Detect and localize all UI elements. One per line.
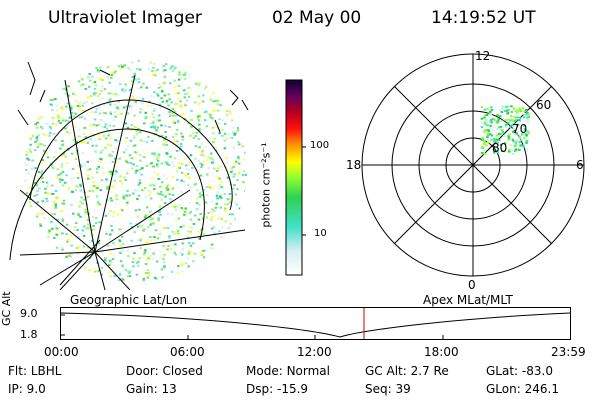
polar-grid — [361, 53, 585, 277]
altitude-curve — [60, 312, 571, 338]
time-tick-0600: 06:00 — [170, 345, 205, 359]
geographic-grid — [9, 74, 246, 290]
instrument-title: Ultraviolet Imager — [48, 8, 202, 28]
polar-label-6: 6 — [576, 158, 584, 172]
lat-label-70: 70 — [512, 122, 527, 136]
time-tick-2359: 23:59 — [551, 345, 586, 359]
status-dsp: Dsp: -15.9 — [246, 382, 309, 396]
status-glat: GLat: -83.0 — [486, 364, 553, 378]
geographic-image — [9, 59, 249, 290]
status-gain: Gain: 13 — [126, 382, 177, 396]
altitude-axis-label: GC Alt — [0, 291, 13, 326]
lat-label-60: 60 — [536, 98, 551, 112]
geographic-label: Geographic Lat/Lon — [70, 293, 188, 307]
status-seq: Seq: 39 — [365, 382, 411, 396]
time-label: 14:19:52 UT — [431, 8, 536, 28]
apex-label: Apex MLat/MLT — [423, 293, 513, 307]
altitude-plot — [60, 307, 571, 340]
colorbar — [285, 79, 306, 276]
uv-emission-speckles — [24, 59, 247, 282]
polar-label-0: 0 — [468, 278, 476, 290]
status-door: Door: Closed — [126, 364, 203, 378]
polar-plot: 12 18 6 0 60 70 80 — [346, 49, 585, 290]
status-mode: Mode: Normal — [246, 364, 330, 378]
date-label: 02 May 00 — [272, 8, 362, 28]
time-tick-1200: 12:00 — [297, 345, 332, 359]
time-tick-1800: 18:00 — [424, 345, 459, 359]
status-ip: IP: 9.0 — [8, 382, 46, 396]
polar-label-18: 18 — [346, 158, 361, 172]
altitude-tick-high: 9.0 — [20, 307, 38, 320]
time-tick-0000: 00:00 — [44, 345, 79, 359]
status-glon: GLon: 246.1 — [486, 382, 559, 396]
status-filter: Flt: LBHL — [8, 364, 62, 378]
lat-label-80: 80 — [492, 141, 507, 155]
colorbar-tick-100: 100 — [310, 140, 330, 151]
colorbar-unit-label: photon cm⁻²s⁻¹ — [259, 142, 273, 228]
polar-label-12: 12 — [475, 49, 490, 63]
colorbar-tick-10: 10 — [314, 228, 327, 239]
altitude-tick-low: 1.8 — [20, 328, 38, 341]
status-gc-alt: GC Alt: 2.7 Re — [365, 364, 449, 378]
coastline — [17, 61, 249, 133]
polar-emission — [480, 105, 531, 155]
